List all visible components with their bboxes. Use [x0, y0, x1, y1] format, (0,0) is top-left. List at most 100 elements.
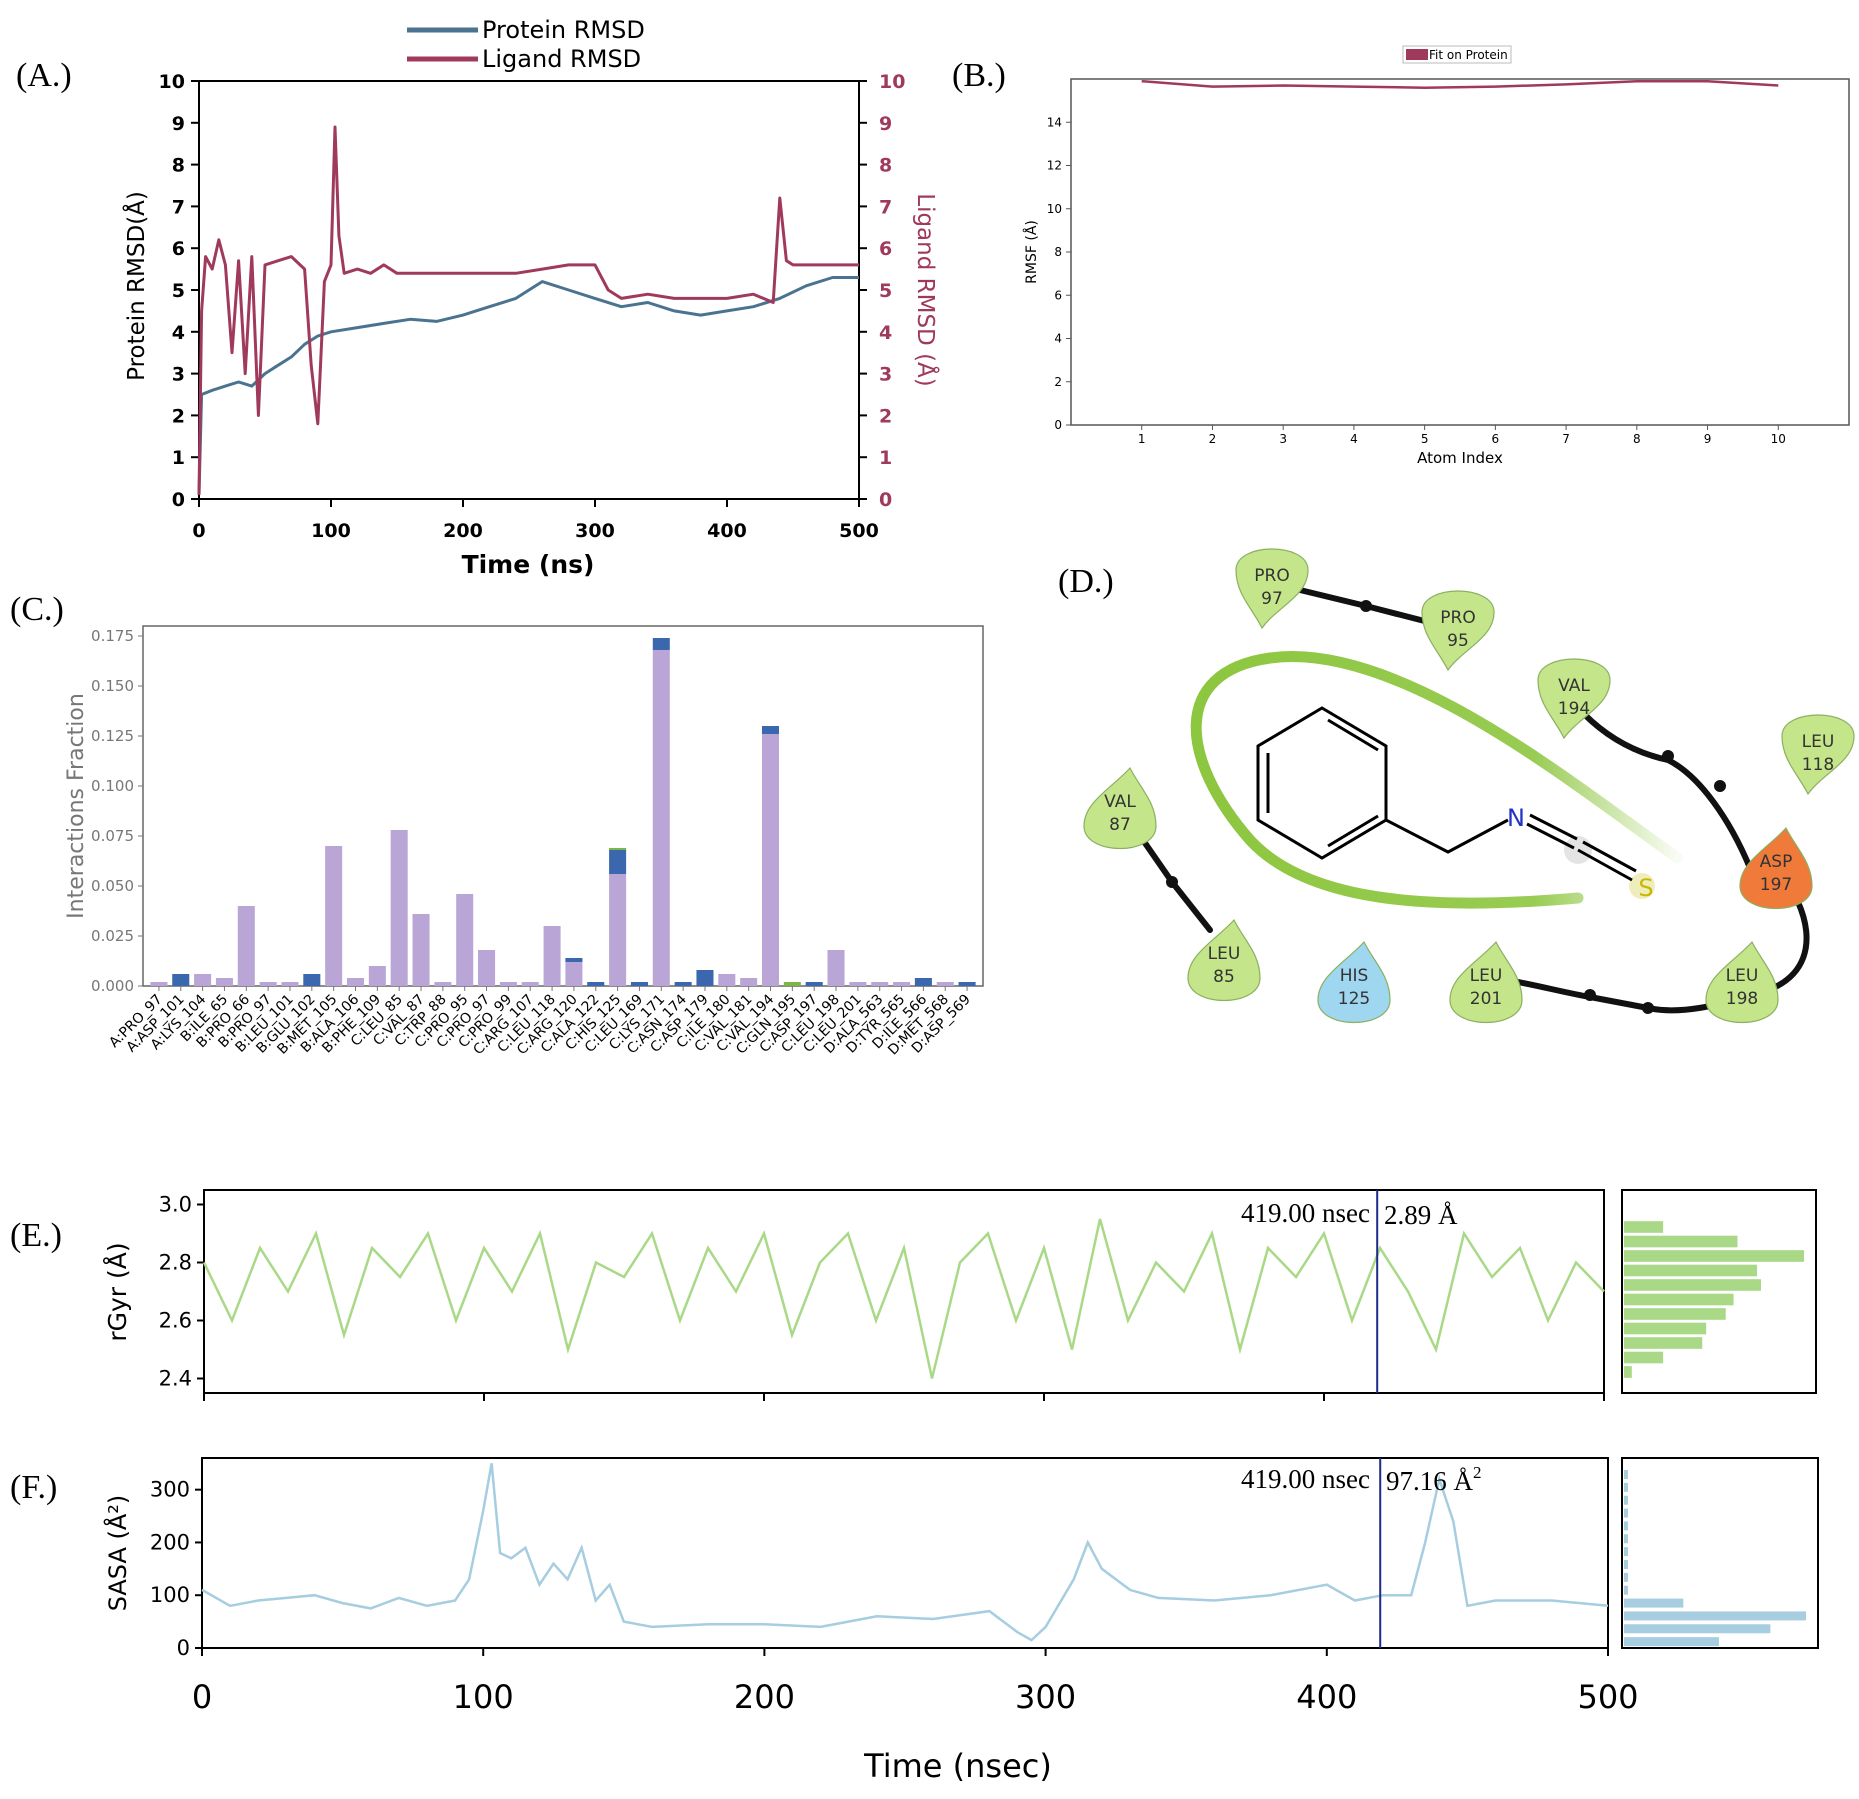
histogram-bar: [1624, 1598, 1684, 1608]
panel-f-cursor-value: 97.16 Å2: [1386, 1463, 1482, 1496]
residue-leu-118: LEU 118: [1781, 714, 1855, 796]
bar-hydrophobic: [609, 874, 627, 986]
backbone-node: [1584, 989, 1596, 1001]
panel-d: (D.): [1058, 548, 1855, 1024]
panel-f-label: (F.): [10, 1469, 57, 1506]
panel-b-xlabel: Atom Index: [1417, 449, 1503, 467]
residue-marker-shape: [1537, 658, 1611, 740]
bar-hydrophobic: [740, 978, 758, 986]
panel-a-label: (A.): [16, 57, 72, 94]
backbone-asp197-leu201: [1483, 899, 1810, 1014]
y-tick-label: 2.8: [159, 1251, 192, 1275]
ring-double-bond: [1327, 718, 1379, 752]
panel-b-label: (B.): [952, 57, 1006, 94]
y-tick-label-right: 6: [879, 238, 892, 260]
x-tick-label: 8: [1633, 432, 1641, 446]
panel-f-frame: [201, 1457, 1609, 1649]
sasa-line: [201, 1463, 1609, 1642]
y-tick-label-left: 2: [172, 405, 185, 427]
bar-water-bridges: [172, 974, 190, 986]
histogram-bar: [1624, 1482, 1628, 1492]
bar-hydrophobic: [521, 982, 539, 986]
panel-a-axes: 0 01 12 23 34 45 56 67 78 89 910 100 100 200 300 400 500: [159, 71, 906, 542]
legend-label-ligand: Ligand RMSD: [482, 45, 641, 73]
residue-name: VAL: [1104, 792, 1136, 812]
residue-number: 194: [1558, 699, 1590, 719]
y-tick-label: 0.175: [91, 627, 134, 645]
panel-f-histogram: [1624, 1470, 1806, 1647]
bar-hydrophobic: [893, 982, 911, 986]
panel-a-legend: Protein RMSD Ligand RMSD: [407, 16, 645, 73]
ring-double-bond: [1327, 814, 1379, 848]
panel-b-legend: Fit on Protein: [1402, 45, 1512, 64]
y-tick-label: 0: [1054, 418, 1062, 432]
y-tick-label-left: 9: [172, 113, 185, 135]
rgyr-line: [202, 1218, 1605, 1379]
x-tick-label: 400: [707, 520, 747, 542]
bar-hydrophobic: [936, 982, 954, 986]
bar-hydrophobic: [871, 982, 889, 986]
panel-e-cursor-time: 419.00 nsec: [1241, 1198, 1370, 1228]
bar-hydrophobic: [499, 982, 517, 986]
residue-marker-shape: [1235, 548, 1309, 630]
residue-marker-shape: [1317, 940, 1391, 1024]
bar-hydrophobic: [281, 982, 299, 986]
residue-leu-201: LEU 201: [1449, 940, 1523, 1024]
panel-f-ylabel: SASA (Å²): [103, 1495, 132, 1612]
y-tick-label: 2.4: [159, 1367, 192, 1391]
y-tick-label: 8: [1054, 245, 1062, 259]
bar-hydrophobic: [215, 978, 233, 986]
bar-hydrophobic: [150, 982, 168, 986]
y-tick-label-left: 7: [172, 196, 185, 218]
y-tick-label-left: 10: [159, 71, 185, 93]
y-tick-label: 2.6: [159, 1309, 192, 1333]
y-tick-label-right: 4: [879, 322, 892, 344]
sulfur-atom-label: S: [1638, 874, 1653, 902]
panel-a-ylabel-right: Ligand RMSD (Å): [912, 193, 940, 387]
x-tick-label: 4: [1350, 432, 1358, 446]
histogram-bar: [1624, 1308, 1726, 1320]
histogram-bar: [1624, 1250, 1804, 1262]
x-tick-label: 9: [1704, 432, 1712, 446]
residue-number: 201: [1470, 989, 1502, 1009]
panel-a-ylabel-left: Protein RMSD(Å): [122, 191, 150, 381]
x-tick-label: 1: [1138, 432, 1146, 446]
panel-f-xlabel: Time (nsec): [863, 1747, 1052, 1785]
histogram-bar: [1624, 1495, 1628, 1505]
y-tick-label: 14: [1047, 115, 1062, 129]
legend-label-protein: Protein RMSD: [482, 16, 645, 44]
x-tick-label: 100: [453, 1678, 514, 1716]
residue-marker-shape: [1449, 940, 1523, 1024]
y-tick-label-left: 1: [172, 447, 185, 469]
bar-hydrophobic: [434, 982, 452, 986]
rmsf-line: [1141, 79, 1779, 89]
residue-marker-shape: [1187, 918, 1261, 1002]
y-tick-label-left: 4: [172, 322, 185, 344]
sulfur-atom-highlight: [1629, 873, 1655, 899]
backbone-node: [1360, 600, 1372, 612]
y-tick-label: 200: [150, 1530, 190, 1554]
c-s-bond-double: [1582, 840, 1637, 873]
bar-water-bridges: [914, 978, 932, 986]
bar-water-bridges: [652, 638, 670, 650]
protein-rmsd-line: [197, 276, 859, 495]
x-tick-label: 200: [443, 520, 483, 542]
y-tick-label-left: 0: [172, 489, 185, 511]
panel-c-axes: 0.000 0.025 0.050 0.075 0.100 0.125 0.150 0.175…: [91, 627, 974, 1058]
residue-number: 87: [1109, 815, 1131, 835]
y-tick-label-right: 10: [879, 71, 905, 93]
y-tick-label: 0.050: [91, 877, 134, 895]
y-tick-label: 0.000: [91, 977, 134, 995]
bar-hydrophobic: [718, 974, 736, 986]
x-tick-label: 500: [1577, 1678, 1638, 1716]
bar-hydrophobic: [390, 830, 408, 986]
panel-c: (C.) 0.000 0.025 0.050 0.075 0.100 0.125 0.150…: [10, 591, 984, 1058]
legend-label-fit: Fit on Protein: [1429, 48, 1508, 62]
backbone-node: [1166, 876, 1178, 888]
histogram-bar: [1624, 1351, 1664, 1364]
y-tick-label-right: 0: [879, 489, 892, 511]
panel-c-frame: [142, 625, 984, 987]
panel-a: (A.) 0 01 12 23 34 45 56 67 78 89 910 100 100 200 300 4…: [16, 16, 940, 579]
